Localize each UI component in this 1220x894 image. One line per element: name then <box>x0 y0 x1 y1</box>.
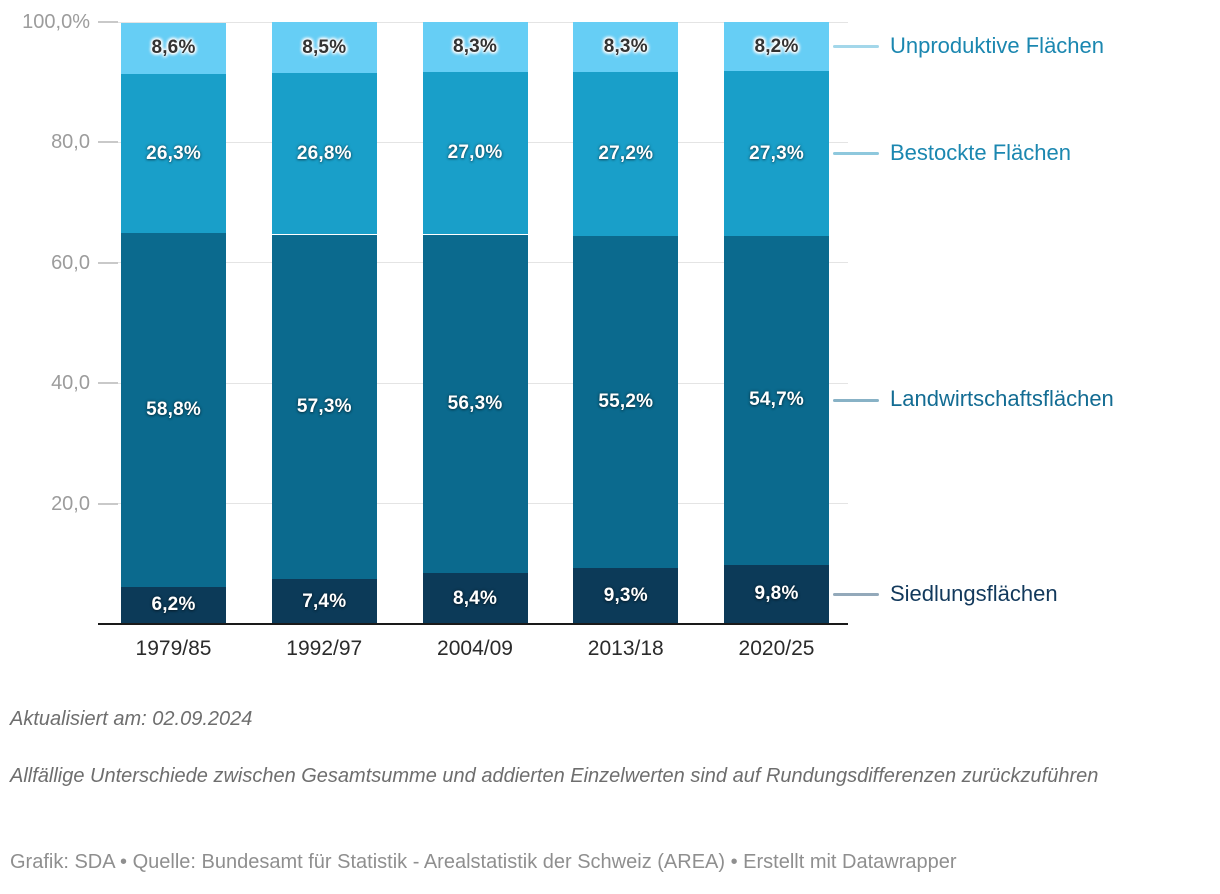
bar-value-label: 6,2% <box>151 594 196 616</box>
y-axis-label: 100,0% <box>22 11 90 33</box>
y-axis-tick <box>98 382 118 385</box>
legend-connector-unproduktive-fl-chen <box>833 45 879 49</box>
bar-value-label: 8,6% <box>151 37 196 59</box>
x-axis-label: 2020/25 <box>738 637 815 660</box>
x-axis-label: 2013/18 <box>587 637 664 660</box>
bar-segment-unproduktive-fl-chen-2020-25: 8,2% <box>724 22 829 72</box>
legend-label-unproduktive-fl-chen: Unproduktive Flächen <box>890 32 1105 58</box>
y-axis-label: 60,0 <box>51 251 90 274</box>
bar-segment-unproduktive-fl-chen-2013-18: 8,3% <box>573 22 679 72</box>
y-axis-label: 20,0 <box>51 492 90 515</box>
bar-segment-siedlungsfl-chen-1992-97: 7,4% <box>271 579 377 624</box>
bar-segment-landwirtschaftsfl-chen-2013-18: 55,2% <box>573 235 679 568</box>
x-axis-label: 2004/09 <box>437 637 513 660</box>
bar-value-label: 58,8% <box>146 398 201 420</box>
bar-segment-siedlungsfl-chen-2013-18: 9,3% <box>573 568 679 624</box>
bar-value-label: 55,2% <box>598 390 654 412</box>
bar-segment-landwirtschaftsfl-chen-1979-85: 58,8% <box>121 232 226 587</box>
bar-value-label: 27,2% <box>598 142 654 164</box>
bar-value-label: 27,3% <box>749 142 804 164</box>
bar-segment-bestockte-fl-chen-1979-85: 26,3% <box>121 74 226 233</box>
bar-value-label: 56,3% <box>447 392 503 414</box>
y-axis-tick <box>98 502 118 505</box>
rounding-note: Allfällige Unterschiede zwischen Gesamts… <box>10 765 1099 787</box>
bar-value-label: 27,0% <box>447 142 503 164</box>
bar-segment-siedlungsfl-chen-2004-09: 8,4% <box>422 573 528 624</box>
bar-segment-bestockte-fl-chen-2013-18: 27,2% <box>573 71 679 236</box>
y-axis-label: 80,0 <box>51 131 90 154</box>
bar-segment-siedlungsfl-chen-2020-25: 9,8% <box>724 565 829 624</box>
bar-value-label: 8,2% <box>754 35 799 57</box>
bar-value-label: 26,8% <box>296 142 352 164</box>
legend-label-bestockte-fl-chen: Bestockte Flächen <box>890 139 1071 165</box>
bar-value-label: 57,3% <box>296 395 352 417</box>
bar-value-label: 9,8% <box>754 583 799 605</box>
y-axis-tick <box>98 141 118 144</box>
y-axis-tick <box>98 21 118 23</box>
bar-segment-siedlungsfl-chen-1979-85: 6,2% <box>121 586 226 624</box>
bar-value-label: 8,3% <box>452 35 498 57</box>
legend-connector-landwirtschaftsfl-chen <box>833 398 879 402</box>
bar-segment-unproduktive-fl-chen-1992-97: 8,5% <box>271 22 377 74</box>
bar-value-label: 26,3% <box>146 142 201 164</box>
y-axis-label: 40,0 <box>51 372 90 395</box>
bar-segment-unproduktive-fl-chen-1979-85: 8,6% <box>121 22 226 75</box>
bar-value-label: 7,4% <box>302 590 347 612</box>
plot-area: 20,0 40,0 60,0 80,0 100,0% 6,2% 58,8% 26,3% 8,6%… <box>22 11 1114 660</box>
legend-connector-siedlungsfl-chen <box>833 593 879 596</box>
footer-credit: Grafik: SDA • Quelle: Bundesamt für Stat… <box>10 851 957 873</box>
legend-connector-bestockte-fl-chen <box>833 152 879 156</box>
bar-segment-bestockte-fl-chen-2020-25: 27,3% <box>724 71 829 236</box>
bar-segment-landwirtschaftsfl-chen-2004-09: 56,3% <box>422 234 528 574</box>
bar-value-label: 8,5% <box>302 36 347 58</box>
updated-note: Aktualisiert am: 02.09.2024 <box>10 708 253 730</box>
legend-label-siedlungsfl-chen: Siedlungsflächen <box>890 580 1058 606</box>
bar-value-label: 9,3% <box>603 584 648 606</box>
bar-value-label: 8,3% <box>603 35 648 57</box>
y-axis-tick <box>98 261 118 264</box>
x-axis-label: 1992/97 <box>286 637 363 660</box>
x-axis-label: 1979/85 <box>135 637 212 660</box>
bar-segment-bestockte-fl-chen-2004-09: 27,0% <box>422 71 528 235</box>
bar-value-label: 8,4% <box>452 587 498 609</box>
bar-segment-unproduktive-fl-chen-2004-09: 8,3% <box>422 22 528 72</box>
x-axis-line <box>98 623 848 625</box>
bar-segment-bestockte-fl-chen-1992-97: 26,8% <box>271 73 377 235</box>
legend-label-landwirtschaftsfl-chen: Landwirtschaftsflächen <box>890 386 1114 412</box>
bar-value-label: 54,7% <box>749 389 804 411</box>
bar-segment-landwirtschaftsfl-chen-2020-25: 54,7% <box>724 235 829 565</box>
bar-segment-landwirtschaftsfl-chen-1992-97: 57,3% <box>271 234 377 580</box>
